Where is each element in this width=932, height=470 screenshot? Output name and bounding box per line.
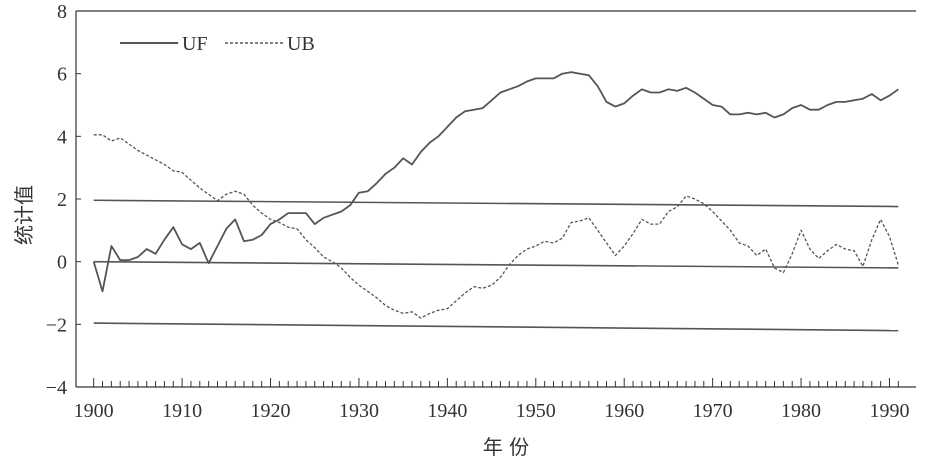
series-line-uf (92, 71, 899, 293)
series-lines (92, 71, 899, 319)
series-line-ub (93, 134, 899, 319)
axes (75, 10, 916, 388)
x-tick-label: 1930 (339, 400, 379, 422)
legend: UF UB (120, 33, 315, 55)
x-tick-label: 1970 (693, 400, 733, 422)
x-tick-label: 1960 (604, 400, 644, 422)
y-tick-label: −4 (46, 377, 67, 399)
y-tick-label: 6 (57, 64, 67, 86)
y-tick-label: −2 (46, 314, 67, 336)
x-tick-label: 1950 (516, 400, 556, 422)
y-tick-label: 4 (57, 126, 67, 148)
x-tick-label: 1910 (162, 400, 202, 422)
y-tick-label: 8 (57, 1, 67, 23)
y-axis-title: 统计值 (12, 185, 36, 245)
x-tick-label: 1920 (251, 400, 291, 422)
tick-labels: −4 −2 0 2 4 6 8 1900 1910 1920 1930 1940 1950 1960 197… (46, 1, 910, 422)
x-tick-label: 1990 (869, 400, 909, 422)
x-axis-title: 年 份 (483, 435, 529, 459)
legend-uf-label: UF (182, 33, 208, 55)
reference-line (93, 260, 899, 269)
reference-lines (93, 199, 899, 332)
x-tick-label: 1980 (781, 400, 821, 422)
reference-line (93, 199, 899, 208)
y-tick-label: 0 (57, 252, 67, 274)
x-tick-label: 1900 (74, 400, 114, 422)
legend-ub-label: UB (287, 33, 315, 55)
y-tick-label: 2 (57, 189, 67, 211)
reference-line (93, 322, 899, 332)
x-tick-label: 1940 (427, 400, 467, 422)
